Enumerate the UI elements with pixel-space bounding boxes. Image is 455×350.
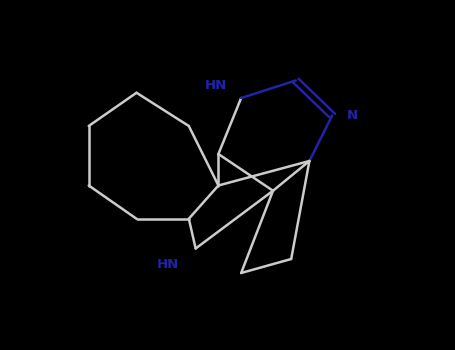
- Text: N: N: [347, 109, 358, 122]
- Text: HN: HN: [157, 258, 179, 271]
- Text: HN: HN: [205, 79, 227, 92]
